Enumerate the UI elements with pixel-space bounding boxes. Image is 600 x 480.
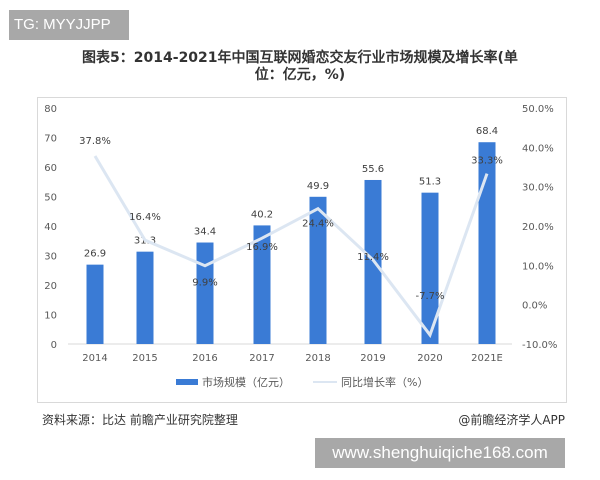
bar xyxy=(136,251,154,344)
left-tick-label: 80 xyxy=(44,104,57,115)
growth-value-label: 16.9% xyxy=(246,242,278,253)
bar-series: 26.931.334.440.249.955.651.368.4 xyxy=(84,126,498,344)
growth-value-label: 11.4% xyxy=(357,252,389,263)
right-tick-label: 50.0% xyxy=(522,104,554,115)
bar-value-label: 51.3 xyxy=(419,177,441,188)
legend: 市场规模（亿元） 同比增长率（%） xyxy=(176,375,428,389)
chart-frame xyxy=(37,97,567,403)
x-tick-label: 2020 xyxy=(417,353,442,364)
bar xyxy=(86,264,104,344)
bar xyxy=(253,225,271,344)
x-tick-label: 2017 xyxy=(249,353,274,364)
growth-value-label: -7.7% xyxy=(415,291,444,302)
bar-value-label: 26.9 xyxy=(84,249,106,260)
bar-value-label: 55.6 xyxy=(362,164,384,175)
right-tick-label: 40.0% xyxy=(522,143,554,154)
legend-bar-label: 市场规模（亿元） xyxy=(202,375,290,389)
x-tick-label: 2014 xyxy=(82,353,107,364)
growth-value-label: 16.4% xyxy=(129,212,161,223)
growth-value-label: 37.8% xyxy=(79,136,111,147)
right-tick-label: 20.0% xyxy=(522,222,554,233)
growth-value-label: 9.9% xyxy=(192,278,217,289)
bar-value-label: 68.4 xyxy=(476,126,498,137)
bar-value-label: 49.9 xyxy=(307,181,329,192)
source-note: 资料来源：比达 前瞻产业研究院整理 xyxy=(42,413,238,427)
x-tick-label: 2015 xyxy=(132,353,157,364)
bar-value-label: 34.4 xyxy=(194,227,216,238)
bar xyxy=(196,242,214,344)
left-tick-label: 50 xyxy=(44,193,57,204)
legend-line-label: 同比增长率（%） xyxy=(341,375,428,389)
right-tick-label: 10.0% xyxy=(522,261,554,272)
left-tick-label: 70 xyxy=(44,134,57,145)
title-line-2: 位：亿元，%) xyxy=(254,67,346,83)
left-tick-label: 60 xyxy=(44,163,57,174)
right-tick-label: 30.0% xyxy=(522,183,554,194)
watermark-bottom: www.shenghuiqiche168.com xyxy=(315,438,565,468)
bar xyxy=(478,142,496,344)
x-tick-label: 2019 xyxy=(360,353,385,364)
right-y-axis: -10.0% 0.0% 10.0% 20.0% 30.0% 40.0% 50.0% xyxy=(522,104,557,351)
right-tick-label: -10.0% xyxy=(522,340,557,351)
chart-title: 图表5：2014-2021年中国互联网婚恋交友行业市场规模及增长率(单 位：亿元… xyxy=(40,50,560,84)
x-axis-labels: 2014 2015 2016 2017 2018 2019 2020 2021E xyxy=(82,353,503,364)
left-tick-label: 40 xyxy=(44,222,57,233)
growth-line xyxy=(93,155,489,339)
bar xyxy=(309,196,327,344)
right-tick-label: 0.0% xyxy=(522,301,547,312)
left-tick-label: 30 xyxy=(44,252,57,263)
left-tick-label: 0 xyxy=(51,340,57,351)
bar xyxy=(421,192,439,344)
title-line-1: 图表5：2014-2021年中国互联网婚恋交友行业市场规模及增长率(单 xyxy=(82,50,518,66)
watermark-top: TG: MYYJJPP xyxy=(9,10,129,40)
growth-value-label: 24.4% xyxy=(302,219,334,230)
left-y-axis: 0 10 20 30 40 50 60 70 80 xyxy=(44,104,57,351)
left-tick-label: 10 xyxy=(44,311,57,322)
growth-value-label: 33.3% xyxy=(471,156,503,167)
x-tick-label: 2021E xyxy=(471,353,503,364)
x-tick-label: 2016 xyxy=(192,353,217,364)
line-series: 37.8% 16.4% 9.9% 16.9% 24.4% 11.4% -7.7% 33.3% xyxy=(79,136,503,339)
credit-note: @前瞻经济学人APP xyxy=(458,413,565,427)
x-tick-label: 2018 xyxy=(305,353,330,364)
left-tick-label: 20 xyxy=(44,281,57,292)
bar-value-label: 40.2 xyxy=(251,209,273,220)
legend-bar-swatch xyxy=(176,379,198,385)
